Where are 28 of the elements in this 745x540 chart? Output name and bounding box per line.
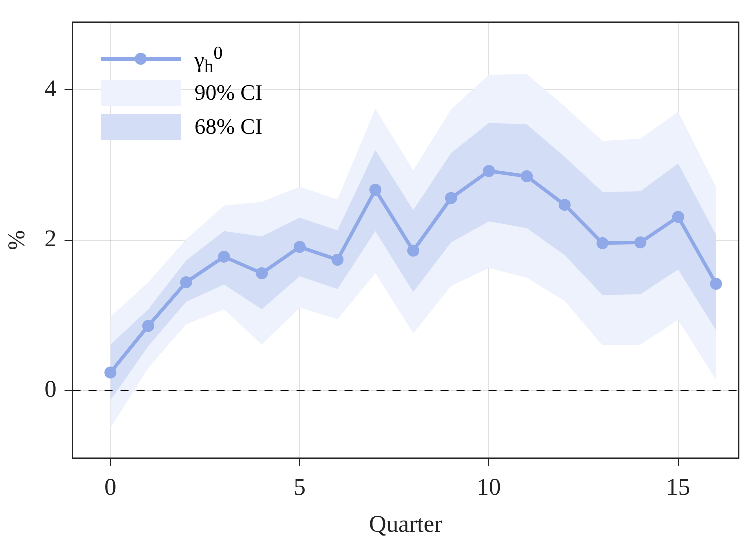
point: [407, 244, 420, 257]
x-tick-label: 10: [477, 475, 502, 502]
point: [596, 237, 609, 250]
point: [483, 165, 496, 178]
legend-label: 68% CI: [194, 113, 263, 142]
y-tick-label: 2: [44, 226, 57, 253]
point: [445, 192, 458, 204]
x-tick-label: 5: [294, 475, 306, 502]
point: [521, 170, 534, 183]
point: [332, 254, 344, 266]
point: [180, 276, 192, 288]
x-tick-label: 0: [104, 475, 117, 502]
point: [672, 211, 684, 224]
point: [256, 267, 268, 280]
point: [710, 278, 722, 290]
point: [104, 366, 117, 379]
point: [218, 250, 230, 263]
x-tick-label: 15: [666, 475, 690, 502]
point: [634, 236, 647, 249]
y-axis-title: %: [4, 230, 31, 250]
point: [558, 199, 571, 212]
x-axis-title: Quarter: [369, 512, 443, 538]
point: [142, 320, 155, 332]
legend-label: 90% CI: [194, 79, 263, 108]
y-tick-label: 0: [44, 377, 57, 404]
y-tick-label: 4: [44, 76, 57, 102]
point: [370, 184, 382, 196]
point: [294, 241, 306, 254]
